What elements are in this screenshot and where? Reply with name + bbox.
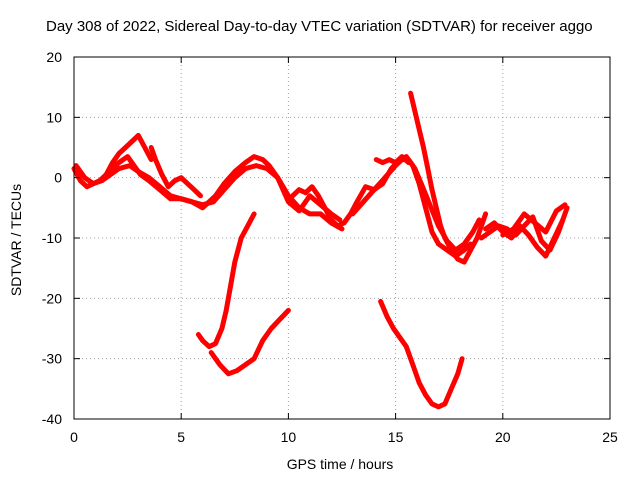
series-line-arc-b [73,163,345,232]
ticks: 0 5 10 15 20 25 -40 -30 -20 -10 0 10 20 [42,49,618,445]
y-tick-label: -10 [42,230,62,246]
x-tick-label: 20 [495,429,511,445]
series-line-arc-k [500,202,568,238]
y-tick-label: 10 [46,109,62,125]
series-line-arc-d [148,145,203,199]
series-line-arc-j [483,217,566,259]
x-tick-label: 5 [177,429,185,445]
y-tick-label: 0 [54,170,62,186]
y-tick-label: -40 [42,411,62,427]
series-line-arc-f [350,157,482,253]
grid [74,57,610,419]
chart-title: Day 308 of 2022, Sidereal Day-to-day VTE… [46,18,593,35]
series-line-arc-g [373,154,411,166]
y-tick-label: -30 [42,351,62,367]
series-line-arc-m [208,307,291,377]
x-tick-label: 0 [70,429,78,445]
y-tick-label: 20 [46,49,62,65]
series-group [71,90,570,410]
x-tick-label: 10 [281,429,297,445]
series-line-arc-h [408,90,489,265]
series-line-arc-c [103,132,154,178]
x-tick-label: 15 [388,429,404,445]
series-line-arc-l [195,211,257,350]
y-axis-label: SDTVAR / TECUs [8,183,24,297]
x-tick-label: 25 [602,429,618,445]
series-line-arc-n [378,298,465,410]
y-tick-label: -20 [42,290,62,306]
x-axis-label: GPS time / hours [286,456,394,472]
